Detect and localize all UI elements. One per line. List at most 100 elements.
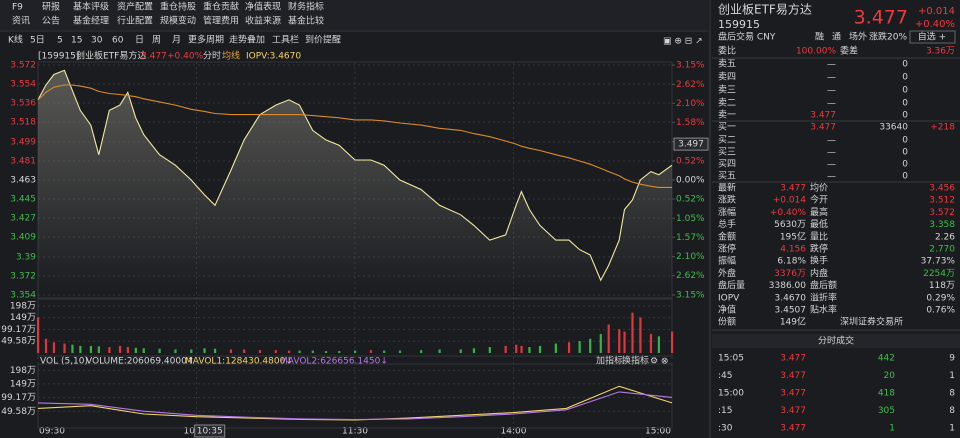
stat-label: 最高 <box>810 206 828 218</box>
toolbar-item[interactable]: 15 <box>71 36 82 46</box>
indicator-add[interactable]: 加指标 <box>596 355 623 367</box>
x-tick-label: 14:00 <box>501 427 527 437</box>
toolbar-item[interactable]: 到价提醒 <box>305 34 341 46</box>
y-tick-label: 3.518 <box>10 117 36 127</box>
ob-cell: 0 <box>902 73 908 83</box>
volume-bar <box>649 334 653 353</box>
menu-item[interactable]: 重仓贡献 <box>203 1 239 13</box>
tag: 融 <box>815 32 824 43</box>
menu-item[interactable]: 资讯 <box>12 16 30 27</box>
ob-cell: 买二 <box>718 135 736 146</box>
y-tick-label: 3.445 <box>10 194 36 204</box>
ob-cell: 0 <box>902 172 908 182</box>
y-tick-label: 3.463 <box>10 176 36 186</box>
menu-item[interactable]: 基金比较 <box>288 15 324 27</box>
volume-bar <box>488 347 491 353</box>
menu-item[interactable]: 净值表现 <box>245 1 281 13</box>
y-tick-label: 99.17万 <box>1 393 36 403</box>
chart-header-change: +0.40% <box>167 52 204 62</box>
trade-cell: 15:05 <box>718 354 744 364</box>
quote-change: +0.014 <box>918 6 955 17</box>
menu-item[interactable]: 基金经理 <box>73 15 109 27</box>
stat-label: 净值 <box>718 304 736 316</box>
volume-bar <box>671 331 674 353</box>
x-tick-label: 11:30 <box>342 427 368 437</box>
quote-price: 3.477 <box>854 7 908 29</box>
menu-item[interactable]: 规模变动 <box>160 15 196 27</box>
y-tick-label: 198万 <box>10 366 36 376</box>
toolbar-item[interactable]: 日 <box>135 35 144 46</box>
volume-bar <box>538 345 542 353</box>
toolbar-item[interactable]: 工具栏 <box>272 34 299 46</box>
y2-tick-label: 3.15% <box>676 61 705 71</box>
menu-item[interactable]: 收益来源 <box>245 15 281 27</box>
stat-value: 3386.00 <box>769 281 806 291</box>
volume-bar <box>89 345 93 353</box>
menu-item[interactable]: 研报 <box>42 1 60 13</box>
volume-bar <box>607 324 610 353</box>
toolbar-item[interactable]: 周 <box>152 35 161 46</box>
tag: 场外 <box>849 31 867 43</box>
watch-button[interactable]: 自选 + <box>918 31 946 43</box>
y2-tick-label: 0.00% <box>676 176 705 186</box>
crosshair-time: 10:35 <box>197 427 223 437</box>
ob-cell: 33640 <box>879 123 908 133</box>
stat-value: 37.73% <box>921 257 956 267</box>
indicator-switch[interactable]: 换指标 <box>622 355 649 367</box>
menu-item[interactable]: F9 <box>12 3 23 13</box>
ob-label: 委差 <box>840 45 858 57</box>
stat-label: 内盘 <box>810 267 828 279</box>
menu-item[interactable]: 基本评级 <box>73 1 109 13</box>
y2-tick-label: 2.10% <box>676 252 705 262</box>
trade-cell: 3.477 <box>780 371 806 381</box>
x-tick-label: 09:30 <box>39 427 65 437</box>
indicator-mavol1: MAVOL1:128430.4800↓ <box>185 357 293 367</box>
stat-label: 溢折率 <box>810 291 837 303</box>
volume-bar <box>528 347 531 353</box>
stat-label: IOPV <box>718 293 740 303</box>
volume-bar <box>589 338 592 353</box>
menu-item[interactable]: 管理费用 <box>203 15 239 27</box>
chart-header-code: [159915] <box>38 52 79 62</box>
volume-bar <box>578 341 581 353</box>
y-tick-label: 3.554 <box>10 79 36 89</box>
stat-value: 5630万 <box>774 220 806 230</box>
menu-item[interactable]: 公告 <box>42 15 60 27</box>
session: 盘后交易 CNY <box>718 31 776 43</box>
menu-item[interactable]: 行业配置 <box>117 15 153 27</box>
ob-cell: — <box>827 60 836 70</box>
icon[interactable]: ▣ ⊕ ⊟ ↗ <box>663 37 703 47</box>
toolbar-item[interactable]: 更多周期 <box>188 34 224 46</box>
trade-cell: 8 <box>949 389 955 399</box>
toolbar-item[interactable]: 5 <box>57 36 63 46</box>
volume-bar <box>504 345 507 353</box>
volume-bar <box>71 344 74 353</box>
volume-bar <box>190 349 193 353</box>
volume-bar <box>126 347 130 353</box>
volume-bar <box>311 350 314 353</box>
toolbar-item[interactable]: 走势叠加 <box>229 34 265 46</box>
toolbar-item[interactable]: 5日 <box>30 35 45 46</box>
watch-box[interactable] <box>909 30 956 44</box>
icon[interactable]: ⚙ ⊗ <box>650 357 668 367</box>
volume-bar <box>420 350 423 353</box>
toolbar-item[interactable]: 30 <box>91 36 103 46</box>
toolbar-item[interactable]: 60 <box>112 36 124 46</box>
stat-label: 外盘 <box>718 267 736 279</box>
stat-label: 涨幅 <box>718 206 736 218</box>
plot-frame <box>37 363 673 429</box>
ob-cell: — <box>827 99 836 109</box>
y2-tick-label: 2.10% <box>676 99 705 109</box>
y-tick-label: 3.372 <box>10 272 36 282</box>
ob-cell: 3.477 <box>810 111 836 121</box>
toolbar-item[interactable]: 月 <box>172 35 181 46</box>
toolbar-item[interactable]: K线 <box>8 34 23 46</box>
stat-label: 量比 <box>810 230 828 242</box>
menu-item[interactable]: 资产配置 <box>117 1 153 13</box>
menu-item[interactable]: 重仓持股 <box>160 1 196 13</box>
stat-value: 2.26 <box>935 232 955 242</box>
menu-item[interactable]: 财务指标 <box>288 1 324 13</box>
stat-value: 4.156 <box>780 245 806 255</box>
volume-bar <box>63 343 66 353</box>
ob-cell: — <box>827 86 836 96</box>
